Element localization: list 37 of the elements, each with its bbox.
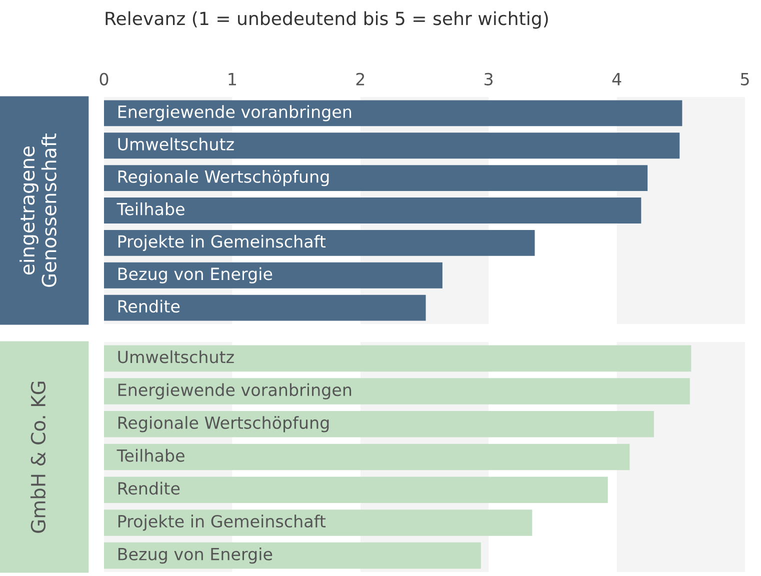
y-tick-label: Energiewende voranbringen (118, 105, 352, 122)
y-tick-label: Teilhabe (116, 202, 184, 216)
x-tick-label: 5 (740, 73, 749, 86)
bar (104, 230, 535, 256)
x-tick-label: 1 (228, 73, 236, 86)
bar (104, 411, 654, 438)
x-tick-label: 3 (484, 72, 493, 86)
y-tick-label: Projekte in Gemeinschaft (118, 514, 326, 531)
bar (104, 476, 608, 503)
y-axis-title: GmbH & Co. KG (30, 382, 46, 533)
chart-title: Relevanz (1 = unbedeutend bis 5 = sehr wichtig) (106, 11, 548, 29)
bar (104, 262, 442, 288)
y-tick-label: Projekte in Gemeinschaft (118, 234, 326, 251)
y-tick-label: Rendite (118, 482, 180, 495)
y-tick-label: Bezug von Energie (118, 267, 272, 284)
x-tick-label: 2 (356, 72, 364, 86)
y-axis-title: eingetragene Genossenschaft (20, 133, 56, 287)
y-tick-label: Regionale Wertschöpfung (118, 416, 329, 432)
y-tick-label: Rendite (118, 300, 180, 313)
bar (104, 198, 642, 224)
bar (104, 510, 532, 536)
x-tick-label: 0 (100, 72, 108, 86)
bar (104, 294, 426, 321)
x-tick-label: 4 (612, 73, 622, 86)
y-tick-label: Umweltschutz (118, 138, 234, 150)
bar (104, 444, 630, 470)
y-tick-label: Energiewende voranbringen (118, 383, 352, 400)
bar (104, 345, 692, 372)
bar (104, 165, 648, 192)
y-tick-label: Bezug von Energie (118, 548, 272, 564)
bar (104, 542, 481, 569)
y-tick-label: Regionale Wertschöpfung (118, 170, 329, 186)
y-tick-label: Umweltschutz (118, 350, 234, 364)
bar (104, 132, 680, 159)
bar (104, 100, 682, 126)
bar (104, 378, 690, 404)
y-tick-label: Teilhabe (116, 448, 184, 462)
